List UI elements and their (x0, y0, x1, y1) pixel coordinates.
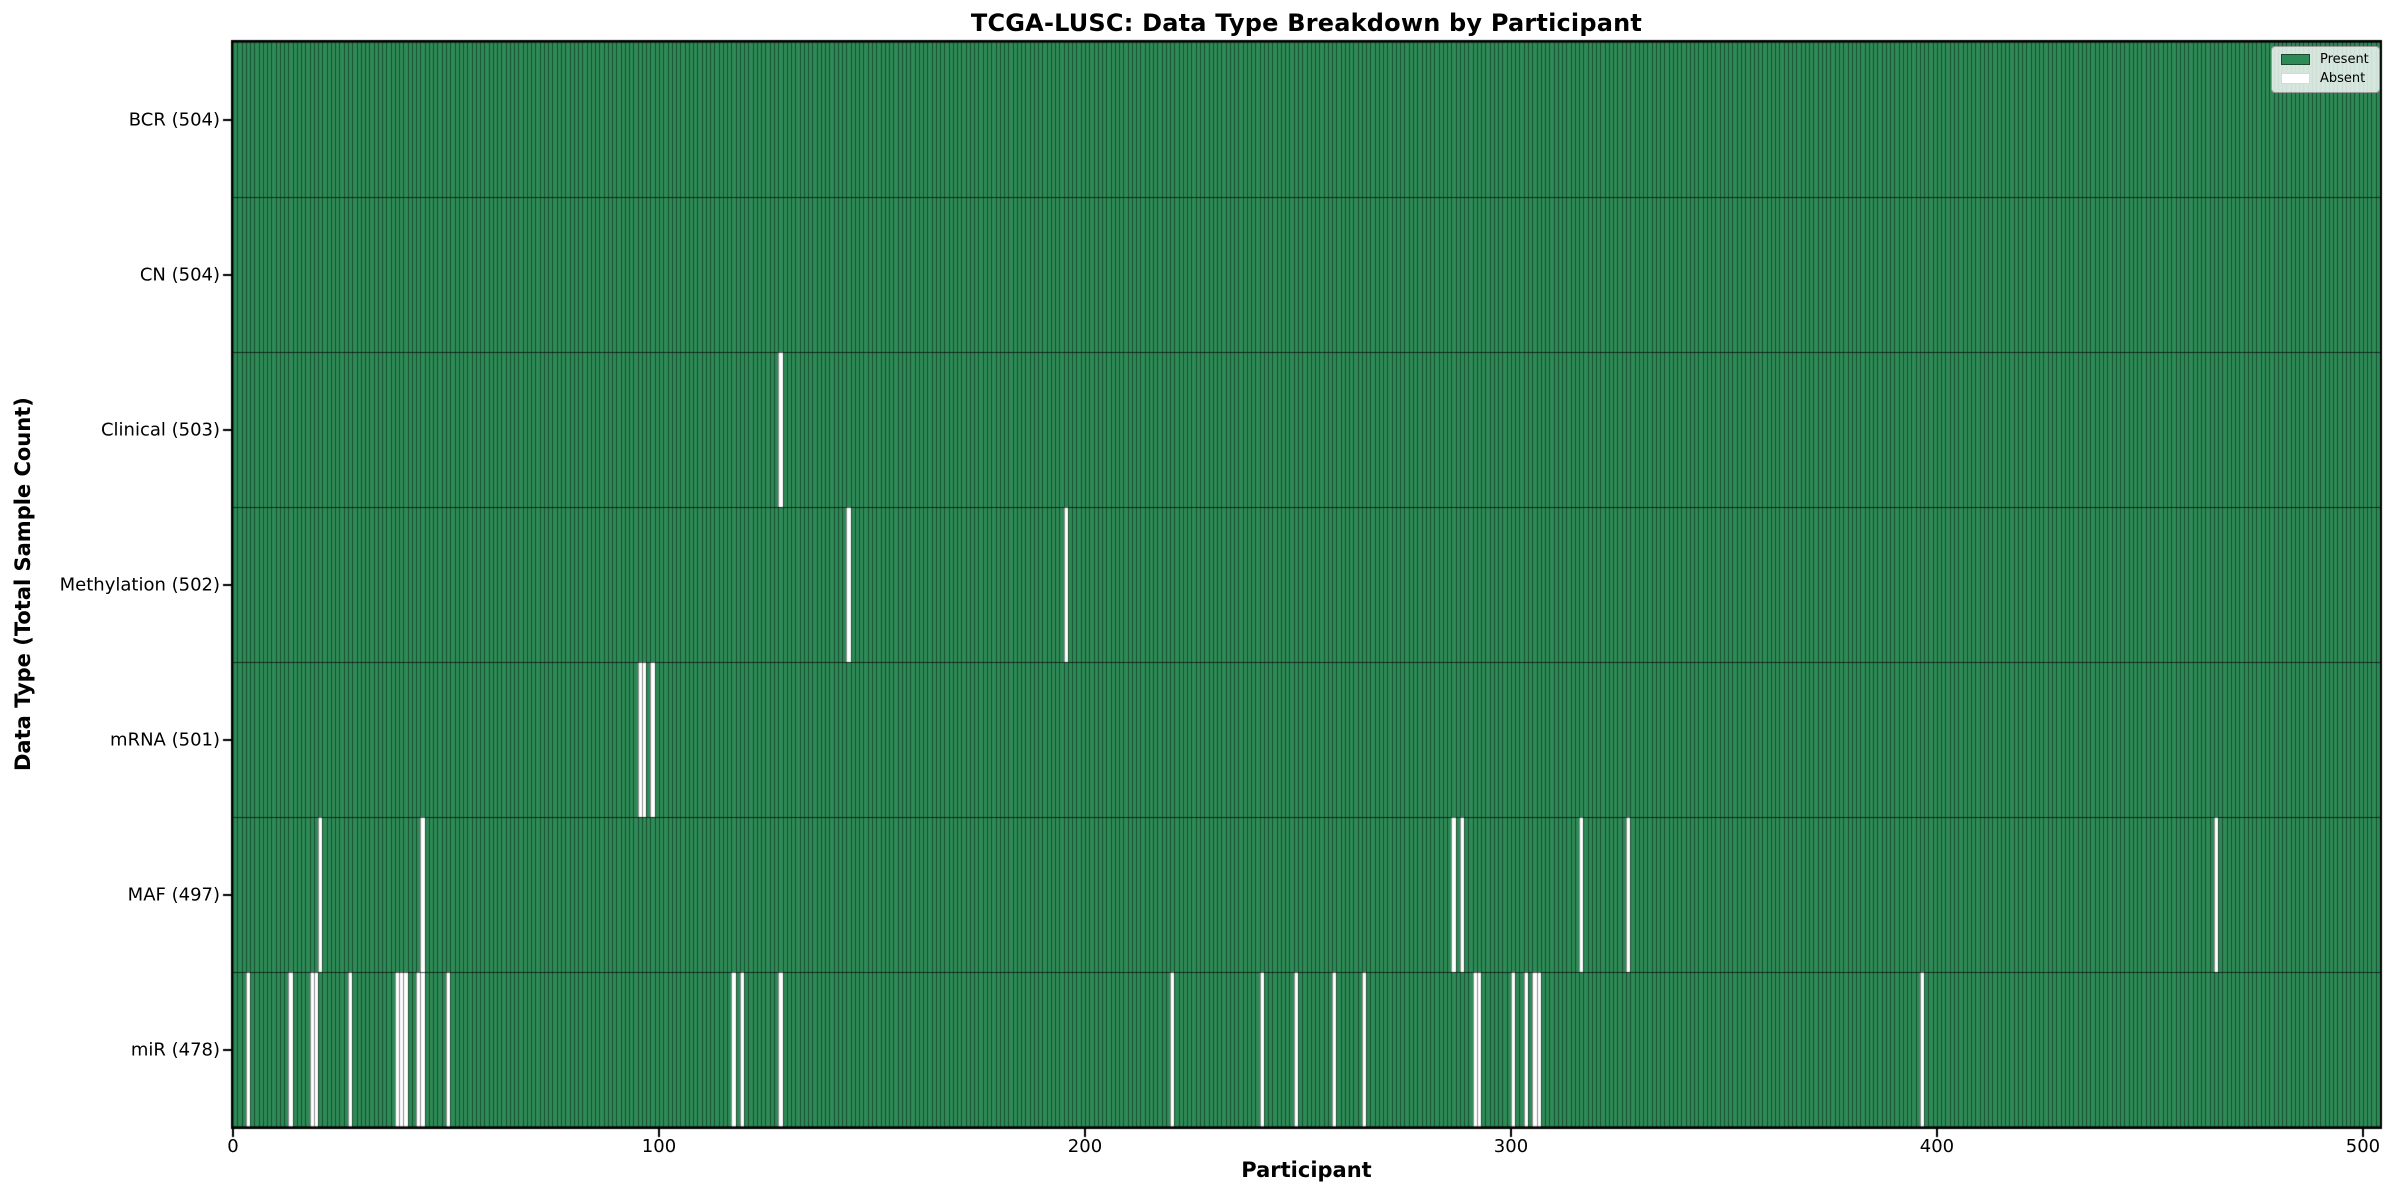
y-tick-label-mrna: mRNA (501) (110, 729, 220, 750)
x-tick-label-500: 500 (2345, 1136, 2381, 1157)
x-axis-title: Participant (1241, 1158, 1372, 1182)
x-tick-label-0: 0 (227, 1136, 239, 1157)
chart-title: TCGA-LUSC: Data Type Breakdown by Partic… (970, 9, 1643, 37)
x-tick-label-300: 300 (1493, 1136, 1529, 1157)
y-tick-label-bcr: BCR (504) (128, 109, 220, 130)
y-tick-label-cn: CN (504) (139, 264, 220, 285)
y-tick-label-maf: MAF (497) (127, 884, 220, 905)
legend-item-absent: Absent (2281, 72, 2369, 85)
x-tick-label-100: 100 (641, 1136, 677, 1157)
x-tick-label-200: 200 (1067, 1136, 1103, 1157)
y-tick-label-mir: miR (478) (130, 1039, 220, 1060)
legend-swatch-absent (2281, 73, 2310, 84)
y-tick-label-methylation: Methylation (502) (59, 574, 220, 595)
legend: Present Absent (2271, 46, 2380, 93)
y-tick-label-clinical: Clinical (503) (100, 419, 220, 440)
legend-label-present: Present (2320, 52, 2369, 67)
x-tick-label-400: 400 (1919, 1136, 1955, 1157)
legend-item-present: Present (2281, 53, 2369, 66)
legend-label-absent: Absent (2320, 71, 2366, 86)
legend-swatch-present (2281, 54, 2310, 65)
